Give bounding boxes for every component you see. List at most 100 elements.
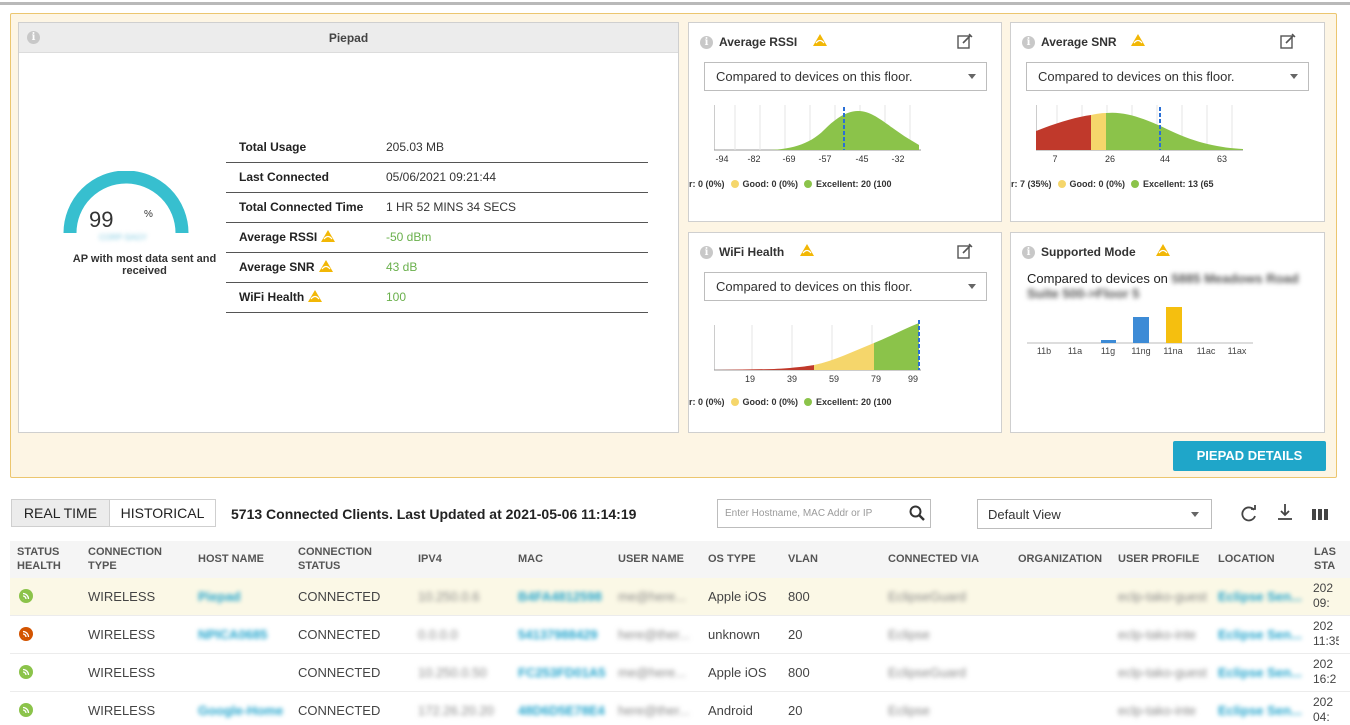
chevron-down-icon <box>1191 512 1199 517</box>
cell-host-name[interactable]: Google-Home <box>198 703 284 718</box>
cell-mac[interactable]: B4FA4812598 <box>518 589 602 604</box>
info-icon[interactable]: i <box>700 246 713 259</box>
cell-vlan: 800 <box>788 589 810 604</box>
refresh-icon[interactable] <box>1239 504 1259 524</box>
table-row[interactable]: WIRELESS NPICA0685 CONNECTED 0.0.0.0 5413798… <box>10 616 1350 654</box>
legend-excellent: Excellent: 20 (100 <box>816 397 892 407</box>
tick-label: -82 <box>747 154 760 164</box>
cell-os-type: Apple iOS <box>708 589 767 604</box>
col-mac[interactable]: MAC <box>518 553 544 565</box>
tab-real-time[interactable]: REAL TIME <box>11 499 110 527</box>
dropdown-value: Compared to devices on this floor. <box>716 69 913 84</box>
piepad-details-button[interactable]: PIEPAD DETAILS <box>1173 441 1326 471</box>
cell-connection-status: CONNECTED <box>298 703 381 718</box>
info-icon[interactable]: i <box>1022 246 1035 259</box>
col-connection-type[interactable]: CONNECTION TYPE <box>88 546 162 572</box>
ap-stat-value: 05/06/2021 09:21:44 <box>386 162 648 193</box>
tick-label: 59 <box>829 374 839 384</box>
cell-location[interactable]: Eclipse Sen... <box>1218 665 1302 680</box>
ap-stat-label-text: Total Connected Time <box>239 200 364 214</box>
col-user-profile[interactable]: USER PROFILE <box>1118 553 1200 565</box>
rssi-compare-dropdown[interactable]: Compared to devices on this floor. <box>704 62 987 91</box>
col-organization[interactable]: ORGANIZATION <box>1018 553 1103 565</box>
top-divider <box>0 2 1350 5</box>
snr-legend: r: 7 (35%) Good: 0 (0%) Excellent: 13 (65 <box>1011 179 1324 193</box>
snr-compare-dropdown[interactable]: Compared to devices on this floor. <box>1026 62 1309 91</box>
search-icon[interactable] <box>909 505 925 521</box>
edit-icon[interactable] <box>957 33 973 49</box>
cell-mac[interactable]: 48D6D5E78E4 <box>518 703 605 718</box>
wifi-health-compare-dropdown[interactable]: Compared to devices on this floor. <box>704 272 987 301</box>
download-icon[interactable] <box>1275 502 1295 522</box>
warning-icon <box>1131 34 1145 46</box>
col-last-state[interactable]: LAS STA <box>1314 546 1336 572</box>
info-icon[interactable]: i <box>27 31 40 44</box>
fair-dot <box>730 398 739 406</box>
ap-stat-value: -50 dBm <box>386 222 648 253</box>
clients-table-header: STATUS HEALTH CONNECTION TYPE HOST NAME … <box>10 541 1350 578</box>
wifi-health-legend: r: 0 (0%) Good: 0 (0%) Excellent: 20 (100 <box>689 397 1001 411</box>
excellent-dot <box>1131 180 1140 188</box>
legend-poor: r: 0 (0%) <box>689 179 725 189</box>
info-icon[interactable]: i <box>700 36 713 49</box>
edit-icon[interactable] <box>1280 33 1296 49</box>
tick-label: 99 <box>908 374 918 384</box>
legend-good: Good: 0 (0%) <box>742 397 799 407</box>
mode-label: 11g <box>1101 346 1115 356</box>
cell-connection-type: WIRELESS <box>88 627 156 642</box>
legend-excellent: Excellent: 13 (65 <box>1143 179 1214 189</box>
chevron-down-icon <box>968 74 976 79</box>
col-ipv4[interactable]: IPV4 <box>418 553 442 565</box>
cell-mac[interactable]: 54137988429 <box>518 627 598 642</box>
tab-historical[interactable]: HISTORICAL <box>109 499 216 527</box>
table-row[interactable]: WIRELESS Piepad CONNECTED 10.250.0.6 B4FA481… <box>10 578 1350 616</box>
cell-host-name[interactable]: Piepad <box>198 589 241 604</box>
wifi-status-icon <box>19 627 33 641</box>
cell-os-type: Apple iOS <box>708 665 767 680</box>
columns-icon[interactable] <box>1310 504 1330 524</box>
search-input[interactable]: Enter Hostname, MAC Addr or IP <box>717 499 931 528</box>
usage-gauge <box>63 171 189 234</box>
ap-stat-label: Total Connected Time <box>226 192 386 223</box>
view-select[interactable]: Default View <box>977 499 1212 529</box>
col-location[interactable]: LOCATION <box>1218 553 1275 565</box>
compare-text: Compared to devices on 5885 Meadows Road… <box>1027 271 1307 301</box>
cell-user-name: me@here... <box>618 665 687 680</box>
col-host-name[interactable]: HOST NAME <box>198 553 264 565</box>
warning-icon <box>308 290 323 302</box>
gauge-ssid: CORP-SAGY <box>99 233 148 242</box>
snr-card-title: Average SNR <box>1041 35 1117 49</box>
ap-stat-label-text: Average RSSI <box>239 230 318 244</box>
legend-good: Good: 0 (0%) <box>1069 179 1126 189</box>
ap-stat-value: 100 <box>386 282 648 313</box>
table-row[interactable]: WIRELESS Google-Home CONNECTED 172.26.20.20… <box>10 692 1350 725</box>
ap-stat-label: Total Usage <box>226 132 386 163</box>
col-connection-status[interactable]: CONNECTION STATUS <box>298 546 372 572</box>
col-status-health[interactable]: STATUS HEALTH <box>17 546 61 572</box>
ap-stat-label: Average RSSI <box>226 222 386 253</box>
edit-icon[interactable] <box>957 243 973 259</box>
col-vlan[interactable]: VLAN <box>788 553 818 565</box>
rssi-card: i Average RSSI Compared to devices on th… <box>688 22 1002 222</box>
col-os-type[interactable]: OS TYPE <box>708 553 756 565</box>
tick-label: -57 <box>818 154 831 164</box>
cell-location[interactable]: Eclipse Sen... <box>1218 703 1302 718</box>
col-user-name[interactable]: USER NAME <box>618 553 685 565</box>
wifi-status-icon <box>19 589 33 603</box>
table-row[interactable]: WIRELESS CONNECTED 10.250.0.50 FC253FD01A5 m… <box>10 654 1350 692</box>
cell-last-state: 202 11:35 <box>1313 619 1339 648</box>
ap-stat-label-text: Total Usage <box>239 139 307 154</box>
cell-location[interactable]: Eclipse Sen... <box>1218 627 1302 642</box>
supported-mode-chart: 11b 11a 11g 11ng 11na 11ac 11ax <box>1027 307 1253 356</box>
cell-user-profile: eclp-tako-inte <box>1118 703 1197 718</box>
tick-label: -69 <box>782 154 795 164</box>
cell-host-name[interactable]: NPICA0685 <box>198 627 268 642</box>
info-icon[interactable]: i <box>1022 36 1035 49</box>
cell-location[interactable]: Eclipse Sen... <box>1218 589 1302 604</box>
col-connected-via[interactable]: CONNECTED VIA <box>888 553 980 565</box>
cell-mac[interactable]: FC253FD01A5 <box>518 665 606 680</box>
dropdown-value: Compared to devices on this floor. <box>1038 69 1235 84</box>
legend-poor: r: 7 (35%) <box>1011 179 1052 189</box>
wifi-status-icon <box>19 703 33 717</box>
ap-stat-row: Total Usage 205.03 MB <box>226 132 648 163</box>
